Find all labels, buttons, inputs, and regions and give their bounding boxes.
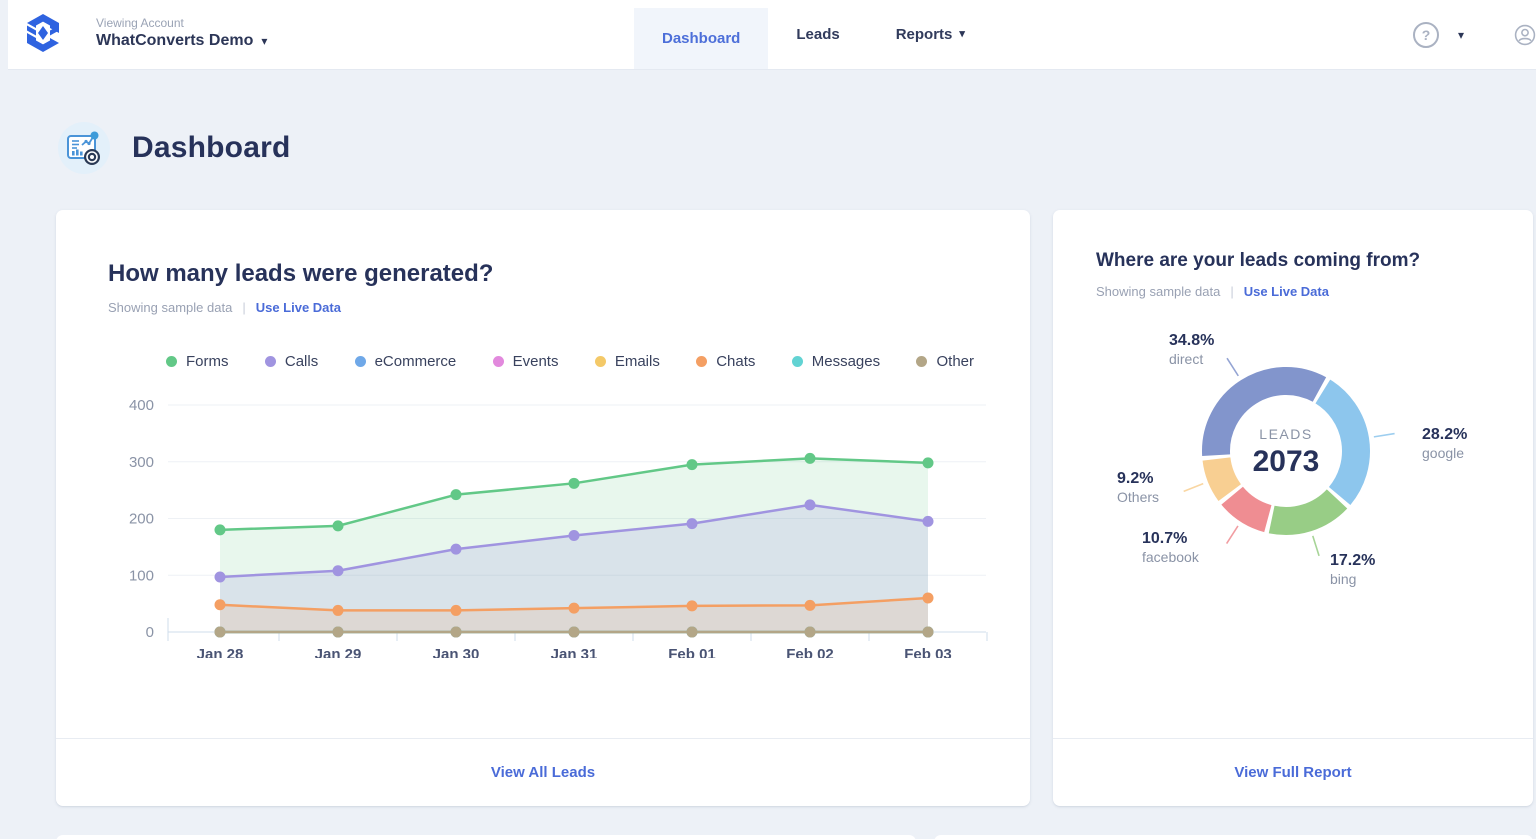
legend-item-ecommerce[interactable]: eCommerce bbox=[354, 353, 457, 370]
donut-source-name: facebook bbox=[1142, 549, 1199, 565]
sample-data-label: Showing sample data bbox=[108, 300, 233, 315]
view-full-report-link[interactable]: View Full Report bbox=[1234, 764, 1352, 781]
legend-dot bbox=[696, 356, 708, 367]
lead-sources-donut-chart: LEADS 2073 34.8% direct 28.2% google 17.2% bin… bbox=[1053, 313, 1533, 713]
donut-pct-value: 17.2% bbox=[1330, 552, 1376, 569]
donut-label-bing: 17.2% bing bbox=[1330, 551, 1375, 589]
legend-item-other[interactable]: Other bbox=[916, 353, 974, 370]
donut-label-google: 28.2% google bbox=[1422, 425, 1467, 463]
svg-text:Feb 03: Feb 03 bbox=[904, 646, 952, 658]
legend-label: Events bbox=[512, 353, 559, 370]
brand-area: Viewing Account WhatConverts Demo ▾ bbox=[25, 13, 267, 53]
donut-center-value: 2073 bbox=[1253, 445, 1320, 478]
legend-item-messages[interactable]: Messages bbox=[791, 353, 881, 370]
separator: | bbox=[242, 300, 246, 315]
svg-text:Feb 02: Feb 02 bbox=[786, 646, 834, 658]
svg-text:0: 0 bbox=[146, 624, 154, 641]
donut-source-name: direct bbox=[1169, 351, 1204, 367]
svg-text:Feb 01: Feb 01 bbox=[668, 646, 716, 658]
sample-data-label: Showing sample data bbox=[1096, 284, 1221, 299]
chevron-down-icon: ▾ bbox=[959, 28, 965, 40]
tab-dashboard-label: Dashboard bbox=[662, 30, 741, 47]
legend-dot bbox=[264, 356, 276, 367]
use-live-data-link[interactable]: Use Live Data bbox=[255, 300, 341, 315]
svg-text:100: 100 bbox=[129, 567, 154, 584]
legend-item-events[interactable]: Events bbox=[492, 353, 559, 370]
donut-label-facebook: 10.7% facebook bbox=[1142, 529, 1199, 567]
next-row-card-right bbox=[934, 835, 1533, 839]
svg-text:200: 200 bbox=[129, 511, 154, 528]
legend-dot bbox=[354, 356, 366, 367]
donut-label-others: 9.2% Others bbox=[1117, 469, 1159, 507]
tab-reports[interactable]: Reports ▾ bbox=[868, 0, 993, 69]
donut-source-name: Others bbox=[1117, 489, 1160, 505]
viewing-account-label: Viewing Account bbox=[96, 16, 184, 30]
page-header: Dashboard bbox=[58, 122, 291, 174]
lead-sources-card: Where are your leads coming from? Showin… bbox=[1053, 210, 1533, 806]
legend-label: Messages bbox=[811, 353, 881, 370]
main-nav: Dashboard Leads Reports ▾ bbox=[634, 0, 993, 69]
view-all-leads-link[interactable]: View All Leads bbox=[490, 764, 596, 781]
sources-card-footer: View Full Report bbox=[1053, 738, 1533, 806]
tab-reports-label: Reports bbox=[895, 26, 953, 43]
chart-legend: Forms Calls eCommerce Events Emails Chats Mess… bbox=[166, 353, 974, 370]
legend-label: Forms bbox=[186, 353, 229, 370]
separator: | bbox=[1230, 284, 1234, 299]
donut-pct-value: 34.8% bbox=[1169, 332, 1215, 349]
tab-leads-label: Leads bbox=[796, 26, 840, 43]
donut-pct-value: 10.7% bbox=[1142, 530, 1188, 547]
top-navbar: Viewing Account WhatConverts Demo ▾ Dash… bbox=[8, 0, 1536, 70]
svg-text:?: ? bbox=[1422, 27, 1431, 43]
tab-leads[interactable]: Leads bbox=[768, 0, 867, 69]
chevron-down-icon[interactable]: ▾ bbox=[261, 34, 268, 48]
svg-text:Jan 30: Jan 30 bbox=[433, 646, 480, 658]
page-title: Dashboard bbox=[132, 131, 291, 164]
svg-text:Jan 28: Jan 28 bbox=[197, 646, 244, 658]
donut-center-label: LEADS bbox=[1259, 426, 1312, 442]
dashboard-icon bbox=[58, 122, 110, 174]
legend-dot bbox=[916, 356, 928, 367]
donut-source-name: bing bbox=[1330, 571, 1357, 587]
chevron-down-icon[interactable]: ▾ bbox=[1457, 27, 1464, 42]
svg-text:400: 400 bbox=[129, 397, 154, 414]
legend-item-chats[interactable]: Chats bbox=[696, 353, 755, 370]
leads-card-title: How many leads were generated? bbox=[108, 260, 494, 287]
legend-dot bbox=[492, 356, 504, 367]
legend-label: Calls bbox=[284, 353, 319, 370]
donut-source-name: google bbox=[1422, 445, 1465, 461]
svg-text:300: 300 bbox=[129, 454, 154, 471]
help-icon[interactable]: ? bbox=[1412, 21, 1440, 49]
donut-label-direct: 34.8% direct bbox=[1169, 331, 1214, 369]
tab-dashboard[interactable]: Dashboard bbox=[634, 8, 769, 69]
account-name: WhatConverts Demo bbox=[96, 32, 254, 49]
donut-pct-value: 28.2% bbox=[1422, 426, 1468, 443]
legend-item-forms[interactable]: Forms bbox=[166, 353, 229, 370]
svg-text:Jan 31: Jan 31 bbox=[551, 646, 598, 658]
use-live-data-link[interactable]: Use Live Data bbox=[1243, 284, 1329, 299]
legend-label: eCommerce bbox=[374, 353, 457, 370]
user-account-icon[interactable] bbox=[1514, 21, 1536, 49]
whatconverts-logo-icon[interactable] bbox=[25, 13, 61, 53]
legend-item-calls[interactable]: Calls bbox=[264, 353, 319, 370]
legend-label: Chats bbox=[716, 353, 756, 370]
legend-label: Emails bbox=[614, 353, 660, 370]
account-switcher[interactable]: Viewing Account WhatConverts Demo ▾ bbox=[96, 16, 267, 50]
sources-card-title: Where are your leads coming from? bbox=[1096, 250, 1421, 271]
legend-dot bbox=[166, 356, 177, 367]
next-row-card-left bbox=[56, 835, 916, 839]
donut-pct-value: 9.2% bbox=[1117, 470, 1154, 487]
leads-line-chart: 0 100 200 300 400 Jan 28 Jan 29 Jan 30 Jan 31 Feb… bbox=[108, 390, 1030, 663]
svg-text:Jan 29: Jan 29 bbox=[315, 646, 362, 658]
legend-dot bbox=[791, 356, 803, 367]
leads-generated-card: How many leads were generated? Showing s… bbox=[56, 210, 1030, 806]
header-actions: ? ▾ bbox=[1412, 0, 1536, 69]
legend-label: Other bbox=[936, 353, 974, 370]
legend-dot bbox=[594, 356, 606, 367]
leads-card-footer: View All Leads bbox=[56, 738, 1030, 806]
legend-item-emails[interactable]: Emails bbox=[594, 353, 660, 370]
